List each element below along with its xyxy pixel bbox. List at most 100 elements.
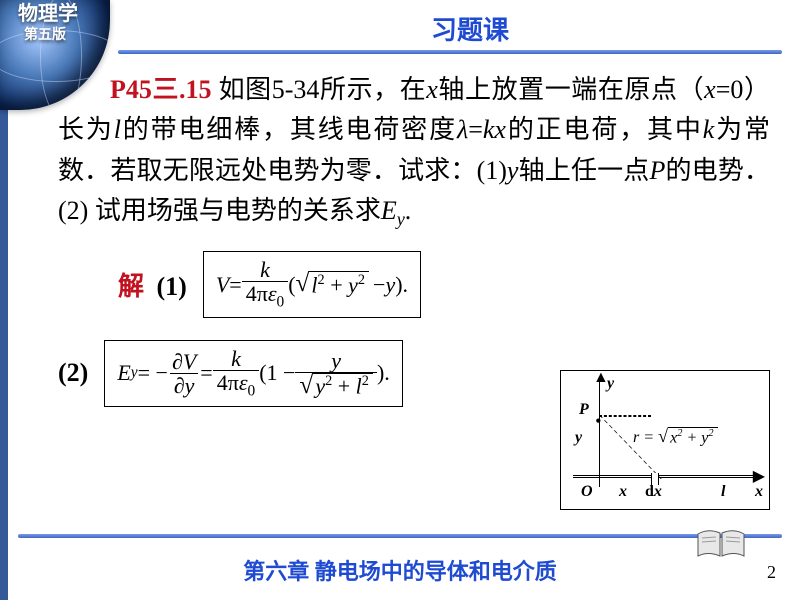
pt-kx: kx <box>483 115 506 144</box>
eq1-den-e: ε <box>268 281 277 306</box>
radical-icon: √ <box>296 271 310 296</box>
book-title: 物理学 第五版 <box>18 0 78 45</box>
r-rad-plus: + <box>682 429 701 446</box>
page-number: 2 <box>767 562 776 583</box>
eq1-rad-asup: 2 <box>318 272 325 288</box>
diagram-x-tick: x <box>619 483 627 501</box>
jie: 解 <box>118 272 144 301</box>
r-rad-bsup: 2 <box>708 428 713 439</box>
pt-2: 轴上放置一端在原点（ <box>438 75 704 104</box>
eq2-dV-num-v: V <box>183 349 196 374</box>
radical-icon-2: √ <box>299 373 313 398</box>
eq1-close: ). <box>395 272 408 298</box>
pt-5: 的正电荷，其中 <box>506 115 703 144</box>
solution-label-jie: 解 (1) <box>118 266 187 303</box>
footer-rule <box>18 534 782 538</box>
eq2-k-den: 4πε0 <box>213 370 259 400</box>
eq2-eq: = − <box>138 360 168 386</box>
eq2-frac-dV: ∂V ∂y <box>168 350 200 397</box>
header: 物理学 第五版 习题课 <box>0 0 800 56</box>
eq2-radicand: y2 + l2 <box>313 373 373 397</box>
pt-9: . <box>405 196 412 225</box>
left-accent-bar <box>0 108 8 600</box>
eq1-sqrt: √ l2 + y2 <box>296 271 370 298</box>
point-p-dot-icon: • <box>595 411 601 432</box>
eq2-k-num: k <box>227 347 245 370</box>
pt-1: 如图5-34所示，在 <box>219 75 427 104</box>
figure-diagram: ▲ ▶ y x P y O x dx l r = √x2 + y2 • <box>560 370 770 510</box>
problem-statement: P45三.15 如图5-34所示，在x轴上放置一端在原点（x=0）长为l的带电细… <box>58 70 770 233</box>
eq1-den-a: 4π <box>246 281 268 306</box>
r-eq: = <box>639 429 658 446</box>
eq1-num: k <box>256 258 274 281</box>
pt-P: P <box>649 156 665 185</box>
eq2-eq2: = <box>200 360 212 386</box>
pt-k: k <box>703 115 715 144</box>
eq2-E: E <box>117 360 130 386</box>
eq2-k-den-sub: 0 <box>247 382 255 399</box>
eq2-close: ). <box>377 360 390 386</box>
eq2-k-den-a: 4π <box>217 370 239 395</box>
eq1-eq: = <box>229 272 241 298</box>
label-1: (1) <box>157 272 187 301</box>
diagram-x-label: x <box>755 483 763 501</box>
book-title-line1: 物理学 <box>18 2 78 27</box>
problem-reference: P45三.15 <box>110 75 212 104</box>
diagram-l: l <box>721 483 725 501</box>
pt-lam: λ <box>457 115 468 144</box>
solution-row-1: 解 (1) V = k 4πε0 ( √ l2 + y2 −y). <box>118 251 770 318</box>
eq1-den-sub: 0 <box>277 294 285 311</box>
eq1-y: y <box>385 272 395 298</box>
pt-Eysub: y <box>397 209 405 229</box>
pt-l: l <box>114 115 121 144</box>
diagram-dx: dx <box>645 483 662 501</box>
eq1-den: 4πε0 <box>242 281 288 311</box>
eq2-y-den: √ y2 + l2 <box>295 372 377 398</box>
eq1-rad-bsup: 2 <box>358 272 365 288</box>
pt-7: 轴上任一点 <box>518 156 649 185</box>
pt-Ey: E <box>381 196 397 225</box>
r-radicand: x2 + y2 <box>668 427 717 447</box>
pt-eqk: = <box>468 115 483 144</box>
open-book-icon <box>696 528 746 558</box>
eq1-frac: k 4πε0 <box>242 258 288 311</box>
equation-2-box: Ey = − ∂V ∂y = k 4πε0 (1 − y √ <box>104 340 402 407</box>
equation-1-box: V = k 4πε0 ( √ l2 + y2 −y). <box>203 251 421 318</box>
diagram-r-eq: r = √x2 + y2 <box>633 427 718 447</box>
pt-x: x <box>426 75 438 104</box>
eq1-minus: − <box>373 272 385 298</box>
eq1-radicand: l2 + y2 <box>309 271 369 298</box>
diagram-P: P <box>579 401 589 419</box>
eq2-dV-den: ∂y <box>170 373 199 397</box>
eq1-rad-plus: + <box>325 272 348 297</box>
eq2-frac-y: y √ y2 + l2 <box>295 349 377 398</box>
eq2-open: (1 − <box>259 360 295 386</box>
footer: 第六章 静电场中的导体和电介质 2 <box>0 534 800 600</box>
book-title-line2: 第五版 <box>24 27 78 45</box>
chapter-title: 第六章 静电场中的导体和电介质 <box>0 554 800 586</box>
header-rule <box>118 50 782 54</box>
content-area: P45三.15 如图5-34所示，在x轴上放置一端在原点（x=0）长为l的带电细… <box>58 70 770 407</box>
eq2-dV-num: ∂V <box>168 350 200 373</box>
eq2-Esub: y <box>131 364 138 382</box>
pt-x0: x <box>704 75 716 104</box>
eq2-rad-bsup: 2 <box>362 373 369 389</box>
diagram-y-val: y <box>575 429 582 447</box>
eq2-rad-a: y <box>315 373 325 398</box>
eq2-sqrt: √ y2 + l2 <box>299 373 373 398</box>
eq2-dV-den-d: ∂ <box>174 373 185 398</box>
eq2-dV-den-y: y <box>185 373 195 398</box>
radical-icon-3: √ <box>658 427 668 445</box>
label-2: (2) <box>58 358 88 388</box>
eq1-lhs: V <box>216 272 229 298</box>
eq2-y-num: y <box>327 349 345 372</box>
diagram-y-label: y <box>607 375 614 393</box>
diagram-O: O <box>581 483 593 501</box>
eq1-open: ( <box>288 272 295 298</box>
pt-y: y <box>507 156 519 185</box>
pt-4: 的带电细棒，其线电荷密度 <box>121 115 457 144</box>
eq2-dV-num-d: ∂ <box>172 349 183 374</box>
r-sqrt: √x2 + y2 <box>658 427 718 447</box>
eq2-rad-plus: + <box>332 373 355 398</box>
y-axis <box>599 379 600 487</box>
